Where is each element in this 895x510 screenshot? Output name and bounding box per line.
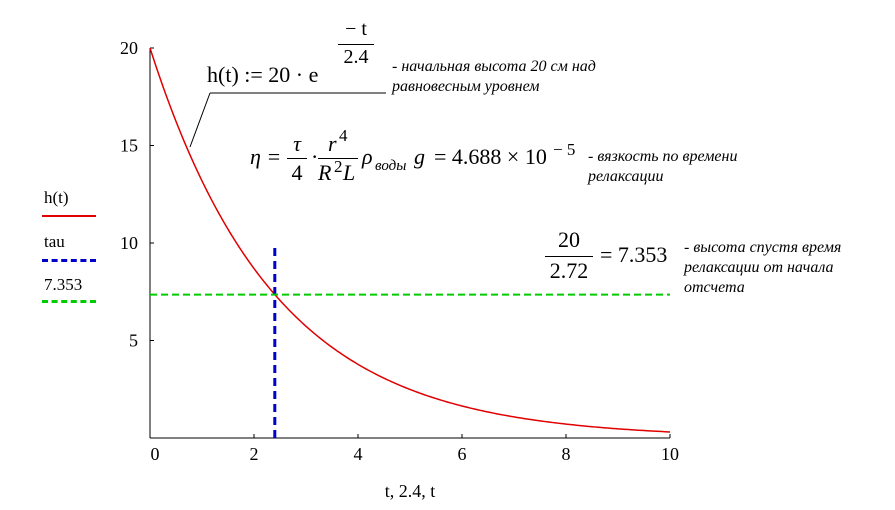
x-tick-label: 6 [458, 444, 467, 464]
formula-eta-four: 4 [291, 160, 303, 185]
y-tick-label: 15 [120, 136, 138, 156]
formula-h-note-1: - начальная высота 20 см над [392, 58, 596, 75]
formula-h-exp-bar [338, 44, 374, 45]
legend-label-level: 7.353 [44, 275, 83, 294]
formula-ratio-den: 2.72 [549, 258, 589, 283]
x-tick-label: 4 [354, 444, 363, 464]
formula-eta-rho-sub: воды [375, 158, 407, 174]
legend-swatch-level [42, 300, 96, 303]
formula-eta-rho: ρ [362, 144, 373, 169]
formula-ratio-note-3: отсчета [684, 279, 745, 296]
x-tick-label: 0 [151, 444, 160, 464]
formula-eta-result: = 4.688 × 10 [434, 144, 547, 169]
formula-ratio-bar [545, 256, 593, 257]
formula-ratio-note-2: релаксации от начала [684, 259, 834, 276]
legend-label-tau: tau [44, 232, 65, 251]
formula-callout-line [189, 92, 211, 148]
formula-ratio-result: = 7.353 [600, 242, 668, 267]
y-tick-label: 10 [120, 233, 138, 253]
formula-ratio-note-1: - высота спустя время [684, 239, 842, 256]
x-tick-label: 8 [562, 444, 571, 464]
formula-eta-note-1: - вязкость по времени [588, 148, 738, 165]
formula-eta-R-exp: 2 [334, 157, 343, 176]
formula-h-note-2: равновесным уровнем [392, 78, 540, 95]
formula-eta-L: L [343, 160, 356, 185]
formula-eta-tau: τ [293, 131, 301, 156]
formula-eta-result-exp: − 5 [553, 140, 576, 159]
formula-eta-dot: · [311, 144, 319, 169]
formula-h-lhs: h(t) := 20 · e [207, 62, 319, 87]
formula-eta-lhs: η = [250, 144, 282, 169]
y-tick-label: 5 [129, 331, 138, 351]
formula-eta-r-exp: 4 [339, 126, 348, 145]
x-tick-label: 2 [250, 444, 259, 464]
formula-eta-bar-1 [287, 158, 307, 159]
y-tick-label: 20 [120, 38, 138, 58]
formula-h-exp-num: − t [345, 18, 367, 40]
formula-eta-note-2: релаксации [588, 168, 664, 185]
x-tick-label: 10 [661, 444, 679, 464]
x-axis-label: t, 2.4, t [385, 481, 436, 501]
formula-eta-r: r [328, 131, 337, 156]
formula-h-exp-den: 2.4 [343, 46, 369, 68]
formula-eta-R: R [318, 160, 332, 185]
formula-eta-g: g [414, 144, 425, 169]
formula-eta-bar-2 [318, 158, 358, 159]
formula-ratio-num: 20 [558, 227, 580, 252]
legend-label-h: h(t) [44, 188, 69, 207]
legend-swatch-tau [42, 259, 96, 262]
series-layer [149, 47, 671, 438]
legend-swatch-h [42, 215, 96, 217]
tick-labels: 0 2 4 6 8 10 5 10 15 20 [120, 38, 679, 464]
